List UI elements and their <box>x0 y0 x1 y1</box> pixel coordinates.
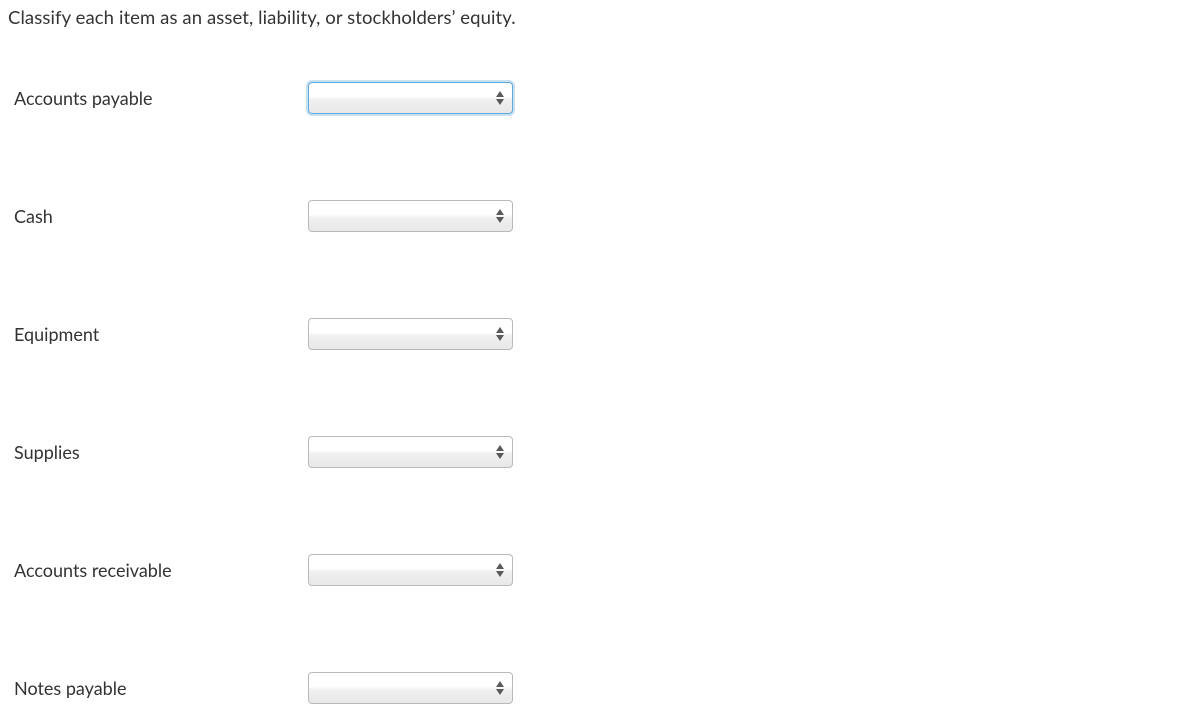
select-wrap <box>308 672 513 704</box>
select-wrap <box>308 318 513 350</box>
classify-row: Cash <box>8 200 1192 232</box>
item-label: Accounts payable <box>14 87 308 109</box>
classify-row: Equipment <box>8 318 1192 350</box>
classify-row: Accounts payable <box>8 82 1192 114</box>
updown-icon <box>496 209 504 223</box>
classification-select[interactable] <box>308 82 513 114</box>
item-label: Supplies <box>14 441 308 463</box>
updown-icon <box>496 681 504 695</box>
select-wrap <box>308 82 513 114</box>
updown-icon <box>496 327 504 341</box>
instruction-text: Classify each item as an asset, liabilit… <box>8 6 1192 28</box>
classification-select[interactable] <box>308 318 513 350</box>
classification-select[interactable] <box>308 672 513 704</box>
updown-icon <box>496 91 504 105</box>
classification-select[interactable] <box>308 436 513 468</box>
select-wrap <box>308 200 513 232</box>
classification-select[interactable] <box>308 200 513 232</box>
classification-select[interactable] <box>308 554 513 586</box>
classify-row: Accounts receivable <box>8 554 1192 586</box>
item-label: Equipment <box>14 323 308 345</box>
item-label: Notes payable <box>14 677 308 699</box>
question-container: Classify each item as an asset, liabilit… <box>0 0 1200 704</box>
classify-row: Supplies <box>8 436 1192 468</box>
select-wrap <box>308 554 513 586</box>
updown-icon <box>496 563 504 577</box>
classify-row: Notes payable <box>8 672 1192 704</box>
select-wrap <box>308 436 513 468</box>
updown-icon <box>496 445 504 459</box>
item-label: Cash <box>14 205 308 227</box>
item-label: Accounts receivable <box>14 559 308 581</box>
